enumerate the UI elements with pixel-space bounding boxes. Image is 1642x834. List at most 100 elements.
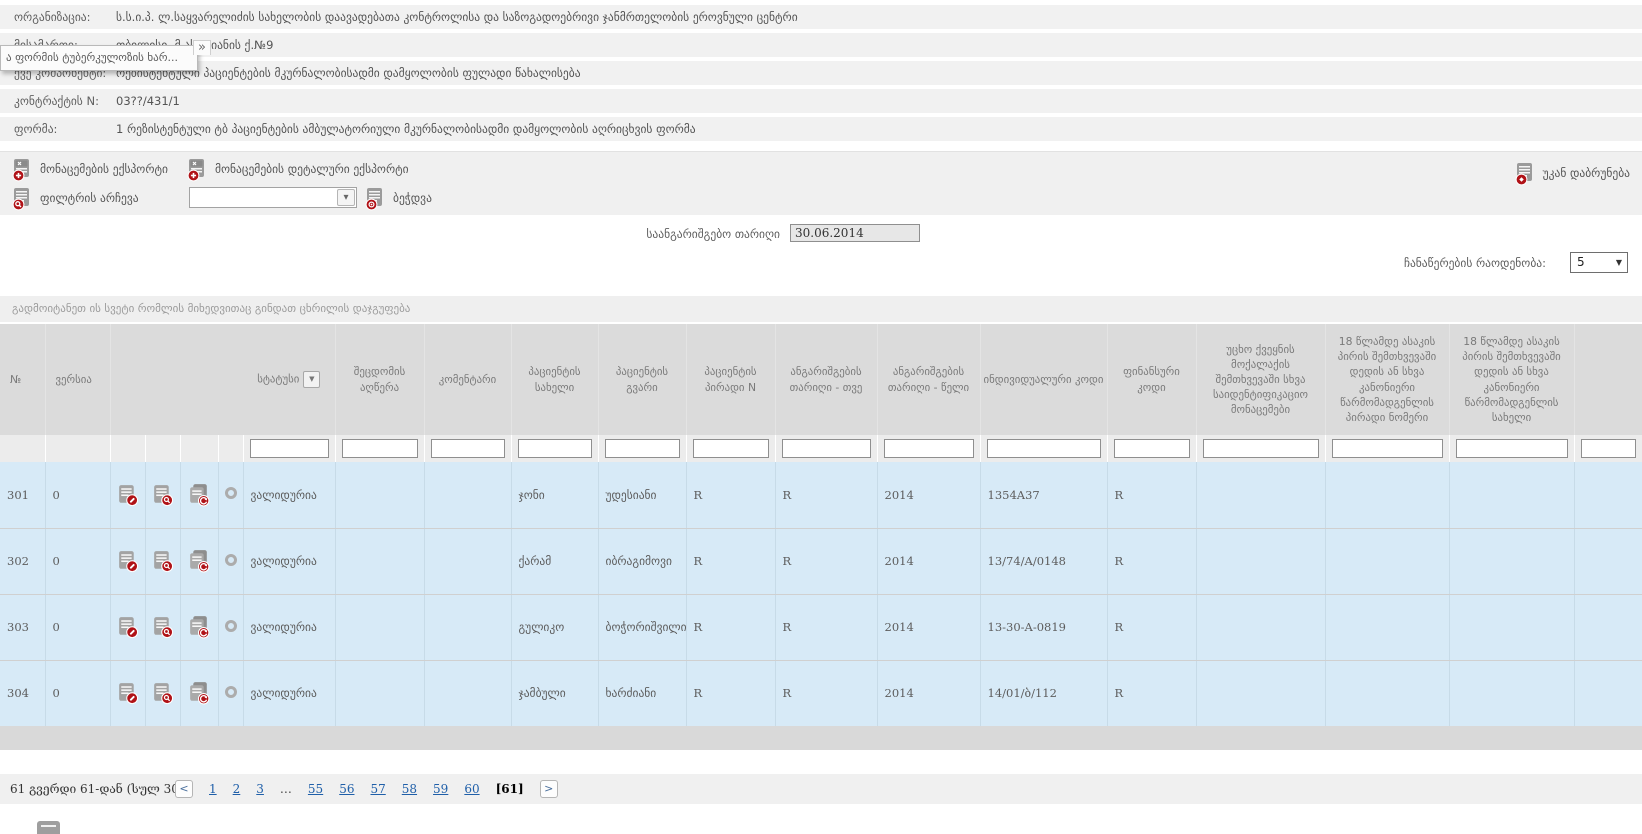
filter-guardian-name-input[interactable] <box>1455 439 1568 458</box>
current-page-indicator: [61] <box>495 782 524 796</box>
row-radio-button[interactable] <box>224 487 237 500</box>
cell-comment <box>424 528 512 595</box>
row-radio-button[interactable] <box>224 685 237 698</box>
cell-patient-surname: ბოჭორიშვილი <box>598 594 687 661</box>
view-record-icon[interactable] <box>150 614 176 640</box>
edit-record-icon[interactable] <box>115 614 141 640</box>
export-button[interactable]: მონაცემების ექსპორტი <box>10 156 168 182</box>
cell-guardian-pn <box>1325 528 1450 595</box>
col-patient-name[interactable]: პაციენტის სახელი <box>511 324 599 435</box>
prev-page-button[interactable]: < <box>175 780 193 798</box>
print-icon <box>365 187 382 210</box>
page-link-2[interactable]: 2 <box>232 782 241 796</box>
records-count-value: 5 <box>1577 255 1585 269</box>
filter-patient-pn-input[interactable] <box>692 439 769 458</box>
col-guardian-pn[interactable]: 18 წლამდე ასაკის პირის შემთხვევაში დედის… <box>1325 324 1450 435</box>
versions-icon[interactable] <box>186 548 212 574</box>
versions-icon[interactable] <box>186 614 212 640</box>
cell-guardian-name <box>1449 660 1575 727</box>
col-report-year[interactable]: ანგარიშგების თარიღი - წელი <box>877 324 981 435</box>
edit-record-icon[interactable] <box>115 482 141 508</box>
page-link-59[interactable]: 59 <box>433 782 449 796</box>
filter-select-button[interactable]: ფილტრის არჩევა <box>10 185 139 211</box>
filter-patient-name-input[interactable] <box>517 439 592 458</box>
col-error[interactable]: შეცდომის აღწერა <box>335 324 425 435</box>
versions-icon[interactable] <box>186 482 212 508</box>
grouping-drop-zone[interactable]: გადმოიტანეთ ის სვეტი რომლის მიხედვითაც გ… <box>0 296 1642 322</box>
filter-report-month-input[interactable] <box>781 439 871 458</box>
filter-individual-code-input[interactable] <box>986 439 1101 458</box>
col-comment[interactable]: კომენტარი <box>424 324 512 435</box>
col-patient-surname[interactable]: პაციენტის გვარი <box>598 324 687 435</box>
col-status-label: სტატუსი <box>257 372 300 386</box>
filter-error-input[interactable] <box>341 439 418 458</box>
toolbar: მონაცემების ექსპორტი მონაცემების დეტალურ… <box>0 151 1642 215</box>
filter-guardian-pn-input[interactable] <box>1331 439 1443 458</box>
col-foreign-id[interactable]: უცხო ქვეყნის მოქალაქის შემთხვევაში სხვა … <box>1196 324 1326 435</box>
form-label: ფორმა: <box>14 122 58 136</box>
filter-search-icon <box>12 187 29 210</box>
page-link-55[interactable]: 55 <box>307 782 324 796</box>
back-button[interactable]: უკან დაბრუნება <box>1513 160 1630 186</box>
col-status[interactable]: სტატუსი ▼ <box>243 324 336 435</box>
cell-num: 301 <box>0 462 46 529</box>
row-radio-button[interactable] <box>224 619 237 632</box>
filter-finance-code-input[interactable] <box>1113 439 1190 458</box>
cell-status: ვალიდურია <box>243 594 336 661</box>
edit-record-icon[interactable] <box>115 548 141 574</box>
excel-icon-partial[interactable] <box>37 821 60 834</box>
cell-trailing <box>1574 660 1642 727</box>
print-button[interactable]: ბეჭდვა <box>363 185 432 211</box>
status-filter-dropdown-icon[interactable]: ▼ <box>303 371 321 388</box>
table-row: 303 0 ვალიდურია გულიკო ბოჭორიშვილი R R 2… <box>0 594 1642 661</box>
filter-patient-surname-input[interactable] <box>604 439 680 458</box>
filter-comment-input[interactable] <box>430 439 505 458</box>
versions-icon[interactable] <box>186 680 212 706</box>
cell-individual-code: 1354A37 <box>980 462 1108 529</box>
cell-foreign-id <box>1196 462 1326 529</box>
filter-report-year-input[interactable] <box>883 439 974 458</box>
contract-value: 03??/431/1 <box>116 94 180 108</box>
cell-version: 0 <box>45 660 111 727</box>
page-link-3[interactable]: 3 <box>256 782 264 796</box>
page-link-58[interactable]: 58 <box>401 782 418 796</box>
records-count-select[interactable]: 5 ▼ <box>1570 252 1628 273</box>
page-link-56[interactable]: 56 <box>339 782 355 796</box>
combobox-arrow-icon[interactable]: ▾ <box>337 189 355 206</box>
col-report-month[interactable]: ანგარიშგების თარიღი - თვე <box>775 324 878 435</box>
filter-status-input[interactable] <box>249 439 329 458</box>
cell-trailing <box>1574 528 1642 595</box>
filter-combobox[interactable]: ▾ <box>189 187 357 208</box>
cell-patient-name: ქარამ <box>511 528 599 595</box>
tooltip-expand-chevron[interactable]: » <box>193 40 211 55</box>
view-record-icon[interactable] <box>150 482 176 508</box>
cell-guardian-name <box>1449 594 1575 661</box>
view-record-icon[interactable] <box>150 548 176 574</box>
info-row-form: ფორმა: 1 რეზისტენტული ტბ პაციენტების ამბ… <box>0 117 1642 141</box>
info-row-organization: ორგანიზაცია: ს.ს.ი.პ. ლ.საყვარელიძის სახ… <box>0 5 1642 29</box>
filter-trailing-input[interactable] <box>1580 439 1636 458</box>
col-version[interactable]: ვერსია <box>45 324 111 435</box>
view-record-icon[interactable] <box>150 680 176 706</box>
page-link-60[interactable]: 60 <box>464 782 480 796</box>
excel-icon-line <box>41 825 56 827</box>
col-num[interactable]: № <box>0 324 46 435</box>
report-date-input[interactable] <box>790 224 920 242</box>
page-link-1[interactable]: 1 <box>209 782 217 796</box>
edit-record-icon[interactable] <box>115 680 141 706</box>
col-guardian-name[interactable]: 18 წლამდე ასაკის პირის შემთხვევაში დედის… <box>1449 324 1575 435</box>
col-edit-actions <box>110 324 145 435</box>
cell-foreign-id <box>1196 594 1326 661</box>
col-patient-pn[interactable]: პაციენტის პირადი N <box>686 324 776 435</box>
col-finance-code[interactable]: ფინანსური კოდი <box>1107 324 1197 435</box>
page-link-57[interactable]: 57 <box>370 782 386 796</box>
export-detailed-button[interactable]: მონაცემების დეტალური ექსპორტი <box>185 156 409 182</box>
cell-finance-code: R <box>1107 660 1197 727</box>
filter-foreign-id-input[interactable] <box>1202 439 1319 458</box>
cell-patient-pn: R <box>686 528 776 595</box>
row-radio-button[interactable] <box>224 553 237 566</box>
col-individual-code[interactable]: ინდივიდუალური კოდი <box>980 324 1108 435</box>
cell-report-year: 2014 <box>877 528 981 595</box>
next-page-button[interactable]: > <box>539 780 558 798</box>
report-date-label: საანგარიშგებო თარიღი <box>646 227 780 241</box>
